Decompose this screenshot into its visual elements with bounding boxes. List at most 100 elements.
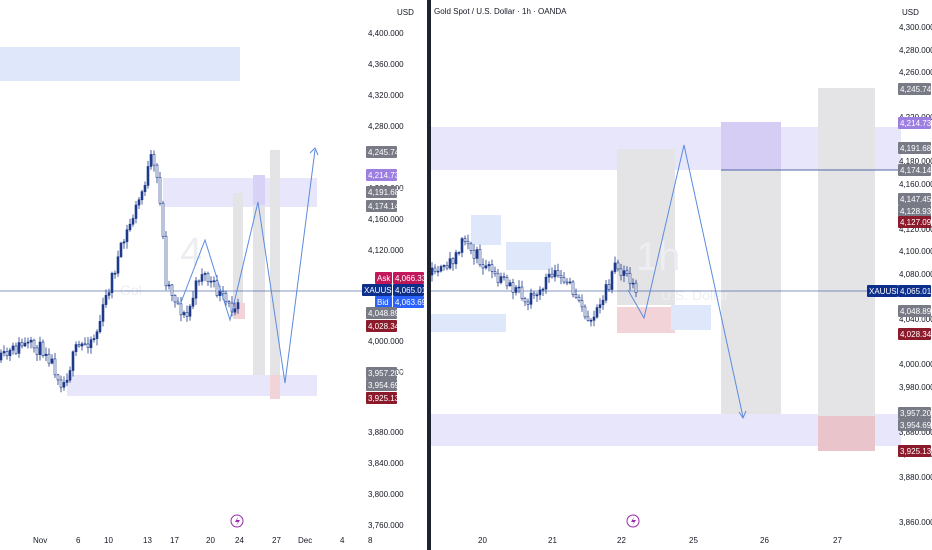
- right-candle: [505, 277, 509, 287]
- right-candle: [463, 238, 467, 242]
- price-tag-bg: [393, 284, 424, 296]
- time-axis-label: 4: [340, 536, 345, 545]
- left-candle: [158, 176, 162, 204]
- left-candle: [188, 305, 192, 317]
- left-candle: [227, 301, 231, 304]
- price-tag: 4,191.685: [900, 144, 932, 153]
- left-candle: [233, 308, 237, 313]
- right-candle: [454, 252, 458, 265]
- right-candle: [634, 282, 638, 293]
- right-candle: [431, 267, 434, 276]
- right-candle: [511, 282, 515, 293]
- right-candle: [535, 294, 539, 297]
- currency-label: USD: [397, 8, 414, 17]
- price-tag: 4,174.149: [900, 166, 932, 175]
- right-candle: [460, 238, 464, 253]
- left-candle: [2, 351, 6, 354]
- right-candle: [583, 306, 587, 318]
- left-candle: [110, 272, 114, 293]
- right-candle: [619, 268, 623, 276]
- left-candle: [224, 293, 228, 302]
- price-tag: 3,954.697: [368, 381, 404, 390]
- left-chart-pane[interactable]: 4 Gol USD 4,400.000 4,360.000 4,320.000 4,280.…: [0, 0, 427, 550]
- price-tag-bg: [375, 296, 392, 308]
- price-tag-bg: [366, 320, 397, 332]
- price-axis-label: 3,760.000: [368, 521, 404, 530]
- left-candle: [74, 344, 78, 353]
- left-candle: [167, 284, 171, 287]
- price-axis-label: 4,280.000: [899, 46, 932, 55]
- right-candle: [595, 307, 599, 318]
- left-chart-canvas[interactable]: 4 Gol USD 4,400.000 4,360.000 4,320.000 4,280.…: [0, 0, 427, 550]
- left-candle: [41, 341, 45, 356]
- time-axis-label: 10: [104, 536, 113, 545]
- time-axis-label: 26: [760, 536, 769, 545]
- left-candle: [14, 345, 18, 354]
- price-tag: 4,214.733: [368, 171, 404, 180]
- price-axis-label: 4,000.000: [368, 337, 404, 346]
- price-axis-label: 4,080.000: [899, 270, 932, 279]
- right-candle: [499, 276, 503, 283]
- time-axis-label: 17: [170, 536, 179, 545]
- price-axis-label: 3,880.000: [368, 428, 404, 437]
- left-candle: [68, 370, 72, 381]
- left-candle: [236, 302, 240, 310]
- right-candle: [565, 281, 569, 284]
- price-tag-bg: [393, 272, 424, 284]
- price-axis-label: 3,980.000: [899, 383, 932, 392]
- price-tag-bg: [366, 367, 397, 379]
- left-candle: [182, 312, 186, 316]
- ob-zone-3: [431, 314, 506, 332]
- price-tag-bg: [898, 142, 931, 154]
- left-candle: [140, 191, 144, 201]
- price-tag: 4,065.010: [900, 287, 932, 296]
- right-candle: [598, 304, 602, 308]
- price-tag: 4,174.149: [368, 202, 404, 211]
- price-tag-bg: [898, 407, 931, 419]
- left-candle: [62, 382, 66, 388]
- price-axis-label: 4,120.000: [899, 225, 932, 234]
- right-candle: [592, 316, 596, 321]
- right-candle: [550, 273, 554, 278]
- right-candle: [502, 276, 506, 278]
- price-axis-label: 4,400.000: [368, 29, 404, 38]
- left-candle: [98, 321, 102, 333]
- chart-title: Gold Spot / U.S. Dollar · 1h · OANDA: [434, 7, 567, 16]
- left-candle: [80, 343, 84, 347]
- right-chart-pane[interactable]: Gold Spot / U.S. Dollar · 1h · OANDA 1h U.…: [431, 0, 932, 550]
- right-chart-canvas[interactable]: Gold Spot / U.S. Dollar · 1h · OANDA1hU.…: [431, 0, 932, 550]
- stop-box: [270, 375, 280, 399]
- right-candle: [487, 264, 491, 267]
- projection-box-1: [233, 193, 243, 303]
- right-candle: [610, 271, 614, 290]
- price-axis-label: 4,100.000: [899, 247, 932, 256]
- price-tag-bg: [366, 379, 397, 391]
- price-axis-label: 4,120.000: [368, 246, 404, 255]
- projection-box-3: [818, 88, 875, 416]
- price-axis-label: 3,840.000: [368, 459, 404, 468]
- price-axis-label: 3,800.000: [368, 490, 404, 499]
- time-axis-label: Nov: [33, 536, 47, 545]
- right-candle: [433, 267, 437, 272]
- price-axis-label: 3,880.000: [899, 473, 932, 482]
- left-candle: [125, 229, 129, 243]
- left-candle: [176, 301, 180, 305]
- right-candle: [457, 252, 461, 254]
- pane-divider[interactable]: [427, 0, 431, 550]
- price-tag: 4,066.338: [395, 274, 427, 283]
- right-candle: [571, 281, 575, 295]
- price-tag-bg: [898, 445, 931, 457]
- right-candle: [622, 270, 626, 276]
- price-tag: Ask: [377, 274, 391, 283]
- right-candle: [436, 270, 440, 273]
- lightning-icon-glyph: [235, 517, 240, 526]
- price-tag: 4,048.891: [900, 307, 932, 316]
- right-candle: [520, 286, 524, 299]
- price-tag-bg: [375, 272, 392, 284]
- price-tag: 4,028.348: [900, 330, 932, 339]
- price-tag: 3,925.136: [900, 447, 932, 456]
- right-candle: [439, 266, 443, 272]
- time-axis-label: 20: [478, 536, 487, 545]
- price-axis-label: 4,180.000: [899, 157, 932, 166]
- price-tag: 4,065.010: [395, 286, 427, 295]
